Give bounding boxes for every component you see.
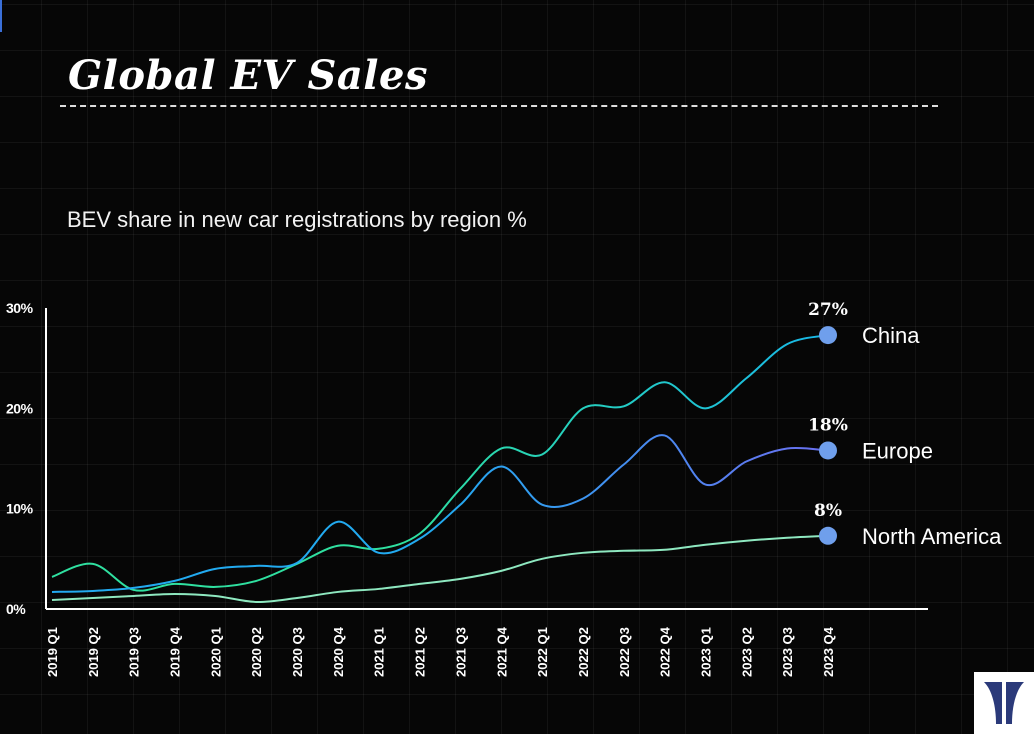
x-tick-label: 2021 Q1 bbox=[372, 627, 387, 677]
page-title: Global EV Sales bbox=[68, 52, 428, 99]
end-point-europe bbox=[819, 441, 837, 460]
x-tick-label: 2022 Q1 bbox=[535, 627, 550, 677]
y-tick-label: 30% bbox=[6, 300, 34, 316]
end-point-north-america bbox=[819, 526, 837, 545]
series-line-china bbox=[51, 334, 829, 592]
x-tick-label: 2020 Q3 bbox=[290, 627, 305, 677]
x-tick-label: 2023 Q1 bbox=[698, 627, 713, 677]
logo-icon bbox=[984, 682, 1024, 724]
x-tick-label: 2019 Q3 bbox=[127, 627, 142, 677]
end-value-label-north-america: 8% bbox=[814, 501, 842, 521]
x-tick-label: 2022 Q3 bbox=[617, 627, 632, 677]
x-tick-label: 2019 Q1 bbox=[45, 627, 60, 677]
x-tick-label: 2019 Q2 bbox=[86, 627, 101, 677]
x-tick-label: 2019 Q4 bbox=[168, 626, 183, 677]
chart-subtitle: BEV share in new car registrations by re… bbox=[67, 207, 527, 232]
corner-accent bbox=[0, 0, 2, 32]
x-tick-label: 2021 Q4 bbox=[494, 626, 509, 677]
y-tick-label: 10% bbox=[6, 501, 34, 517]
y-tick-label: 20% bbox=[6, 400, 34, 416]
x-tick-label: 2022 Q2 bbox=[576, 627, 591, 677]
x-tick-label: 2020 Q1 bbox=[208, 627, 223, 677]
x-tick-label: 2023 Q2 bbox=[739, 627, 754, 677]
series-name-label-europe: Europe bbox=[862, 438, 933, 463]
x-tick-label: 2023 Q4 bbox=[821, 626, 836, 677]
end-point-china bbox=[819, 326, 837, 345]
y-tick-label: 0% bbox=[6, 601, 26, 617]
series-name-label-north-america: North America bbox=[862, 524, 1002, 549]
end-value-label-china: 27% bbox=[808, 300, 848, 320]
brand-logo bbox=[974, 672, 1034, 734]
end-value-label-europe: 18% bbox=[808, 415, 848, 435]
series-line-europe bbox=[51, 434, 829, 593]
x-tick-label: 2021 Q2 bbox=[413, 627, 428, 677]
series-name-label-china: China bbox=[862, 323, 920, 348]
x-tick-label: 2023 Q3 bbox=[780, 627, 795, 677]
x-tick-label: 2020 Q2 bbox=[249, 627, 264, 677]
x-tick-label: 2021 Q3 bbox=[453, 627, 468, 677]
series-line-north-america bbox=[51, 534, 829, 603]
x-tick-label: 2020 Q4 bbox=[331, 626, 346, 677]
title-divider bbox=[60, 105, 938, 107]
x-tick-label: 2022 Q4 bbox=[658, 626, 673, 677]
